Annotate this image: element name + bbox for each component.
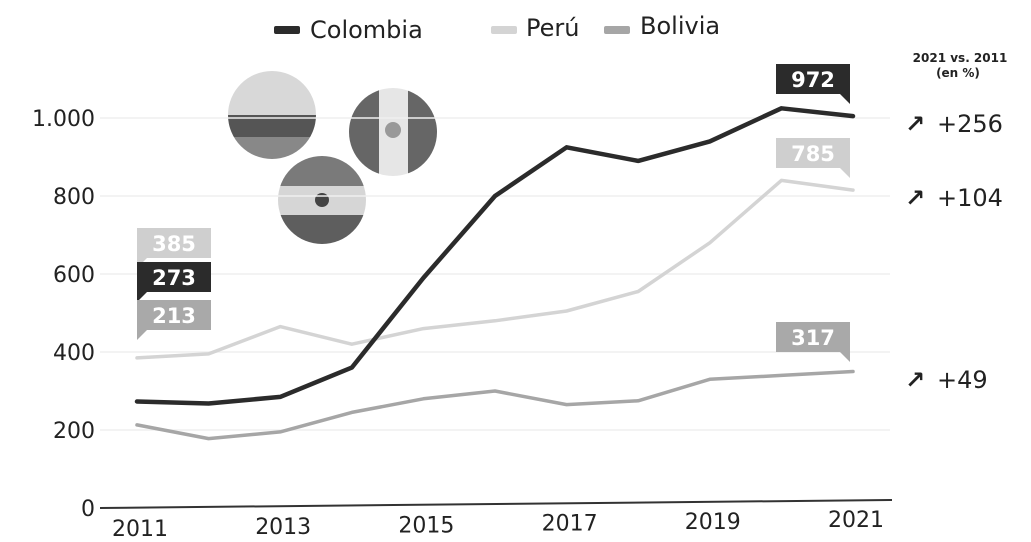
legend-item-bolivia: Bolivia [604, 12, 720, 40]
y-tick-label: 800 [53, 185, 95, 210]
end-label-bolivia-pointer [840, 352, 850, 362]
y-tick-label: 0 [81, 497, 95, 522]
axes: 0 200 400 600 800 1.000 2011 2013 2015 2017 2019 20… [32, 107, 893, 542]
bolivia-flag-icon [278, 156, 366, 244]
change-row-peru: ↗ +104 [905, 184, 1003, 212]
trend-up-arrow-icon: ↗ [905, 366, 925, 394]
legend-label-colombia: Colombia [310, 16, 423, 44]
x-tick-label: 2011 [112, 517, 168, 542]
peru-flag-icon [349, 88, 437, 176]
flags [228, 71, 437, 244]
series [134, 106, 856, 441]
end-label-bolivia: 317 [776, 322, 850, 362]
end-label-colombia: 972 [776, 64, 850, 104]
y-tick-label: 400 [53, 341, 95, 366]
legend-item-peru: Perú [491, 14, 579, 42]
end-label-peru-text: 785 [791, 142, 835, 166]
start-label-colombia-pointer [137, 292, 147, 302]
start-label-colombia-text: 273 [152, 266, 196, 290]
start-label-bolivia: 213 [137, 300, 211, 340]
start-label-peru: 385 [137, 228, 211, 268]
y-tick-label: 600 [53, 263, 95, 288]
end-label-colombia-box [776, 64, 850, 94]
end-label-peru-box [776, 138, 850, 168]
legend-swatch-peru [491, 26, 517, 34]
start-label-bolivia-text: 213 [152, 304, 196, 328]
series-line-peru [135, 178, 855, 360]
start-label-peru-box [137, 228, 211, 258]
change-value-colombia: +256 [937, 110, 1003, 138]
legend-label-bolivia: Bolivia [640, 12, 720, 40]
y-tick-label: 1.000 [32, 107, 95, 132]
legend-swatch-bolivia [604, 26, 630, 34]
change-row-bolivia: ↗ +49 [905, 366, 988, 394]
change-row-colombia: ↗ +256 [905, 110, 1003, 138]
x-tick-label: 2013 [255, 515, 311, 540]
legend: Colombia Perú Bolivia [274, 12, 720, 44]
series-line-bolivia [135, 369, 855, 441]
start-label-colombia-box [137, 262, 211, 292]
comparison-header-line2: (en %) [936, 66, 980, 80]
start-label-colombia: 273 [137, 262, 211, 302]
x-tick-label: 2019 [685, 510, 741, 535]
x-tick-label: 2017 [542, 512, 598, 537]
start-label-bolivia-pointer [137, 330, 147, 340]
trend-up-arrow-icon: ↗ [905, 110, 925, 138]
end-label-peru: 785 [776, 138, 850, 178]
change-value-peru: +104 [937, 184, 1003, 212]
change-column: 2021 vs. 2011 (en %) ↗ +256 ↗ +104 ↗ +49 [905, 51, 1007, 394]
colombia-flag-icon [228, 71, 316, 159]
start-label-bolivia-box [137, 300, 211, 330]
legend-label-peru: Perú [526, 14, 579, 42]
grid [100, 117, 890, 431]
y-tick-label: 200 [53, 419, 95, 444]
end-label-bolivia-text: 317 [791, 326, 835, 350]
trend-up-arrow-icon: ↗ [905, 184, 925, 212]
end-label-colombia-text: 972 [791, 68, 835, 92]
legend-swatch-colombia [274, 26, 300, 34]
x-tick-label: 2015 [398, 513, 454, 538]
end-label-bolivia-box [776, 322, 850, 352]
end-label-peru-pointer [840, 168, 850, 178]
end-label-colombia-pointer [840, 94, 850, 104]
x-axis-line [99, 499, 893, 509]
comparison-header-line1: 2021 vs. 2011 [913, 51, 1008, 65]
x-tick-label: 2021 [828, 508, 884, 533]
series-line-colombia [134, 106, 856, 406]
change-value-bolivia: +49 [937, 366, 988, 394]
start-label-peru-text: 385 [152, 232, 196, 256]
data-labels: 385 273 213 972 785 317 [137, 64, 850, 362]
legend-item-colombia: Colombia [274, 16, 423, 44]
